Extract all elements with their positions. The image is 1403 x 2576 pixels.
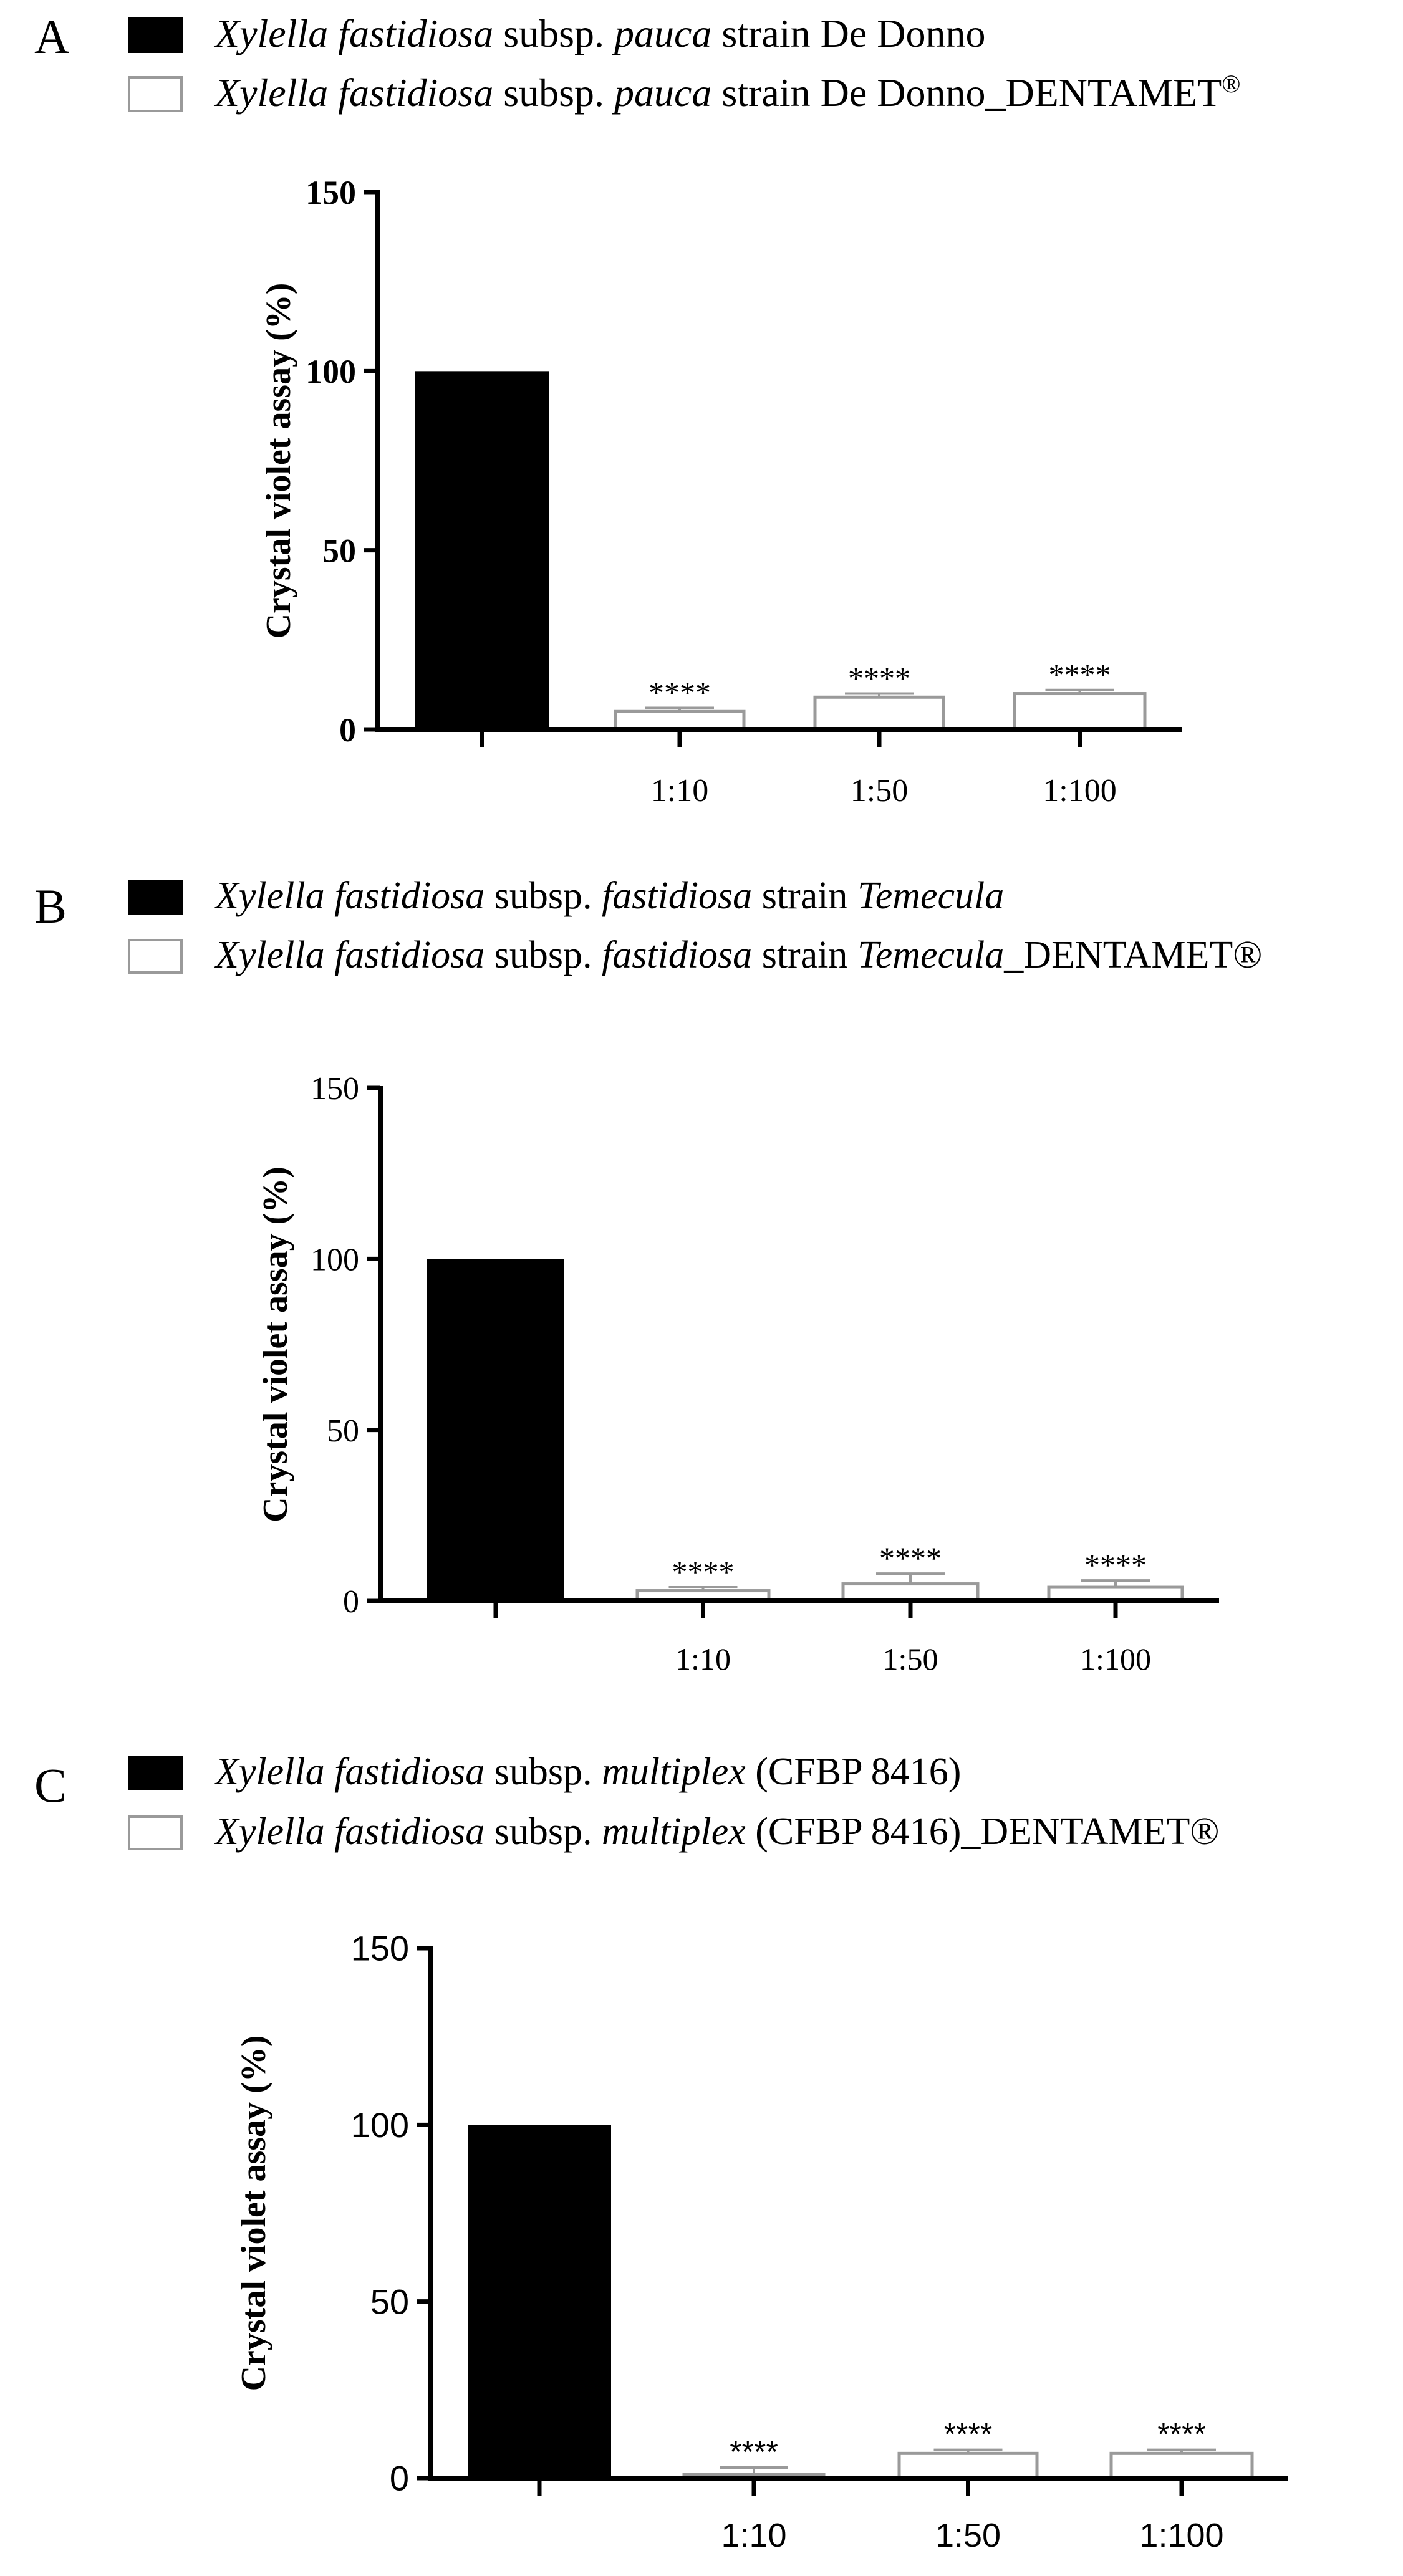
legend-label-treated: Xylella fastidiosa subsp. pauca strain D… [213,70,1240,115]
legend-subspecies: fastidiosa [602,875,752,917]
legend-subspecies: fastidiosa [602,934,752,976]
legend-swatch-control [128,17,183,53]
bar-control [427,1259,564,1601]
legend-text: subsp. [493,70,614,115]
y-tick-label: 150 [351,1929,409,1968]
y-axis-title: Crystal violet assay (%) [234,2035,273,2391]
significance-label: **** [944,2417,993,2452]
x-tick-label: 1:100 [1043,773,1116,809]
y-tick-label: 0 [339,711,356,749]
legend-text: subsp. [485,875,602,917]
y-tick-label: 0 [390,2459,409,2498]
legend-species: Xylella fastidiosa [213,1810,485,1853]
legend-swatch-treated [128,939,183,974]
legend-label-treated: Xylella fastidiosa subsp. multiplex (CFB… [213,1810,1220,1853]
significance-label: **** [1084,1547,1147,1582]
x-tick-label: 1:10 [651,773,708,809]
legend-strain: Temecula [857,934,1004,976]
legend-swatch-treated [128,76,183,112]
legend-registered: ® [1222,70,1240,98]
y-tick-label: 50 [370,2282,409,2321]
legend-text: strain [752,875,857,917]
legend-text: strain [711,11,820,55]
significance-label: **** [672,1554,735,1589]
legend-text: subsp. [493,11,614,55]
legend-text: strain [752,934,857,976]
significance-label: **** [848,661,910,696]
legend-species: Xylella fastidiosa [213,70,493,115]
bar-treated [1109,2451,1254,2480]
legend-text: (CFBP 8416) [746,1751,962,1793]
legend-strain: De Donno [821,11,986,55]
legend-strain: Temecula [857,875,1004,917]
x-tick-label: 1:100 [1139,2517,1223,2554]
y-tick-label: 100 [311,1242,359,1278]
legend-text: subsp. [485,934,602,976]
legend-suffix: _DENTAMET® [960,1810,1219,1853]
y-tick-label: 100 [306,353,356,390]
x-tick-label: 1:100 [1080,1641,1151,1676]
x-tick-label: 1:10 [675,1641,731,1676]
significance-label: **** [648,675,711,710]
legend-text: subsp. [485,1751,602,1793]
legend-label-treated: Xylella fastidiosa subsp. fastidiosa str… [213,934,1262,976]
legend-label-control: Xylella fastidiosa subsp. fastidiosa str… [213,875,1004,917]
legend-subspecies: multiplex [602,1810,746,1853]
legend-subspecies: multiplex [602,1751,746,1793]
panel-c: C Xylella fastidiosa subsp. multiplex (CF… [34,1751,1288,2554]
legend-suffix: _DENTAMET® [1003,934,1262,976]
panel-a: A Xylella fastidiosa subsp. pauca strain … [34,9,1240,809]
panel-letter: A [34,9,69,64]
y-axis-title: Crystal violet assay (%) [259,283,298,639]
bar-treated [1013,692,1147,731]
y-tick-label: 50 [322,532,356,570]
y-tick-label: 150 [306,174,356,211]
panel-letter: C [34,1758,67,1812]
y-tick-label: 100 [351,2105,409,2145]
legend-subspecies: pauca [612,70,711,115]
legend-strain: De Donno [821,70,986,115]
x-tick-label: 1:50 [935,2517,1001,2554]
legend-species: Xylella fastidiosa [213,11,493,55]
legend-swatch-control [128,1756,183,1790]
significance-label: **** [1049,657,1111,692]
legend-species: Xylella fastidiosa [213,1751,485,1793]
y-tick-label: 0 [343,1584,359,1620]
x-tick-label: 1:10 [721,2517,786,2554]
legend-label-control: Xylella fastidiosa subsp. pauca strain D… [213,11,985,55]
bar-treated [841,1582,980,1603]
legend-text: (CFBP 8416) [746,1810,962,1853]
legend-label-control: Xylella fastidiosa subsp. multiplex (CFB… [213,1751,961,1793]
bar-treated [897,2451,1039,2480]
legend-text: strain [711,70,820,115]
significance-label: **** [730,2434,778,2469]
bar-control [415,371,549,729]
x-tick-label: 1:50 [851,773,908,809]
legend-species: Xylella fastidiosa [213,875,485,917]
significance-label: **** [879,1540,942,1575]
y-tick-label: 50 [327,1413,359,1449]
legend-suffix: _DENTAMET [985,70,1222,115]
legend-subspecies: pauca [612,11,711,55]
panel-b: B Xylella fastidiosa subsp. fastidiosa st… [34,875,1262,1676]
bar-control [468,2125,611,2478]
y-axis-title: Crystal violet assay (%) [256,1166,295,1522]
significance-label: **** [1157,2417,1206,2452]
panel-letter: B [34,879,67,933]
bar-treated [813,695,945,731]
legend-species: Xylella fastidiosa [213,934,485,976]
legend-text: subsp. [485,1810,602,1853]
legend-swatch-control [128,880,183,915]
y-tick-label: 150 [311,1071,359,1107]
legend-swatch-treated [128,1815,183,1850]
bar-treated [614,709,746,731]
x-tick-label: 1:50 [883,1641,938,1676]
